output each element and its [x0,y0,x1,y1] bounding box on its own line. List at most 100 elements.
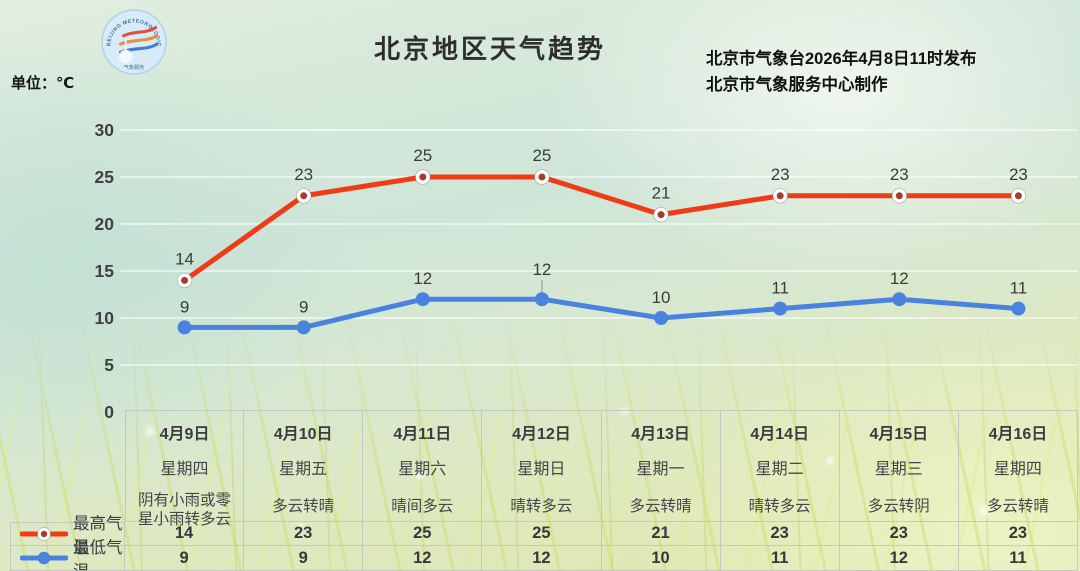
max-temp-value: 21 [651,524,670,542]
weather-label: 多云转晴 [629,497,692,515]
min-temp-marker [892,292,907,307]
max-temp-marker [891,188,908,204]
min-temp-value: 12 [532,548,551,567]
max-temp-marker [653,206,669,223]
y-tick-25: 25 [95,167,115,187]
table-corner-empty [10,410,125,522]
page-title: 北京地区天气趋势 [373,34,606,64]
day-info-cell: 4月14日星期二晴转多云 [720,410,840,522]
min-temp-marker [1011,301,1026,316]
max-temp-data-label: 23 [294,165,313,184]
legend-max-label: 最高气温 [73,515,123,557]
max-temp-marker-dot [776,192,784,200]
weekday-label: 星期三 [874,461,923,478]
min-temp-line [182,296,1021,330]
day-info-cell: 4月16日 星期四 多云转晴 [958,410,1078,522]
max-temp-marker-dot [1014,192,1022,200]
min-temp-value: 11 [770,548,789,567]
date-label: 4月14日 [750,426,810,443]
min-temp-marker [534,292,549,307]
max-temp-data-label: 25 [532,146,551,165]
max-temp-value-cell: 23 [244,522,364,546]
day-info-cell: 4月11日 星期六 晴间多云 [363,410,483,522]
max-temp-data-label: 14 [175,249,194,268]
max-temp-value: 25 [413,524,432,542]
max-temp-data-label: 21 [652,184,671,203]
min-temp-data-label: 11 [1010,279,1028,298]
meteorological-service-logo-icon: BEIJING METEOROLOGICAL SERVICE 气象服务 [101,9,167,75]
date-label: 4月12日 [512,426,571,443]
day-info-cell: 4月12日 星期日 晴转多云 [482,410,602,522]
release-line-1: 北京市气象台2026年4月8日11时发布 [706,50,977,68]
min-temp-value: 9 [298,548,308,567]
max-temp-value-cell: 23 [839,522,959,546]
date-label: 4月10日 [273,426,333,443]
date-label: 4月13日 [631,426,690,443]
max-temp-marker-dot [181,276,189,284]
y-tick-20: 20 [95,214,115,234]
weekday-label: 星期六 [398,461,447,478]
min-temp-marker [415,292,430,307]
min-temp-data-label: 12 [532,260,551,279]
release-line-2: 北京市气象服务中心制作 [706,76,888,94]
max-temp-value: 23 [889,524,908,542]
min-temp-data-label: 9 [299,297,308,316]
legend-min-label: 最低气温 [73,539,123,571]
y-tick-30: 30 [95,120,115,140]
legend-min-temp: 最低气温 [10,539,125,571]
max-temp-value-cell: 23 [720,522,840,546]
weather-label: 晴间多云 [391,497,454,515]
min-temp-marker [773,301,788,316]
min-temp-data-label: 12 [890,269,909,288]
max-temp-value-cell: 25 [482,522,602,546]
min-temp-data-label: 9 [180,297,189,316]
max-temp-value: 23 [294,524,313,542]
weather-label: 多云转阴 [867,497,930,515]
min-temp-value: 11 [1009,548,1027,567]
unit-label: 单位：℃ [11,75,75,92]
max-temp-data-label: 23 [1009,165,1028,184]
max-temp-line [182,174,1021,283]
max-temp-value: 25 [532,524,551,542]
weekday-label: 星期日 [517,461,566,478]
max-temp-value-cell: 25 [363,522,483,546]
max-temp-marker-dot [657,211,665,219]
legend-max-temp: 最高气温 [10,515,125,557]
max-temp-data-label: 23 [771,165,790,184]
max-temp-value-cell: 21 [601,522,721,546]
min-temp-line-icon [19,549,69,567]
date-label: 4月9日 [159,426,210,443]
min-temp-value-cell: 12 [839,546,959,571]
min-temp-data-label: 11 [771,279,789,298]
max-temp-marker-dot [538,173,546,181]
max-temp-marker-dot [419,173,427,181]
min-temp-data-label: 10 [652,288,671,307]
y-tick-15: 15 [95,261,115,281]
weather-label: 晴转多云 [748,497,811,515]
max-temp-marker [295,188,312,204]
min-temp-value: 9 [179,548,189,567]
weekday-label: 星期四 [160,461,209,478]
max-temp-marker [176,272,193,289]
max-temp-marker-dot [895,192,903,200]
y-tick-5: 5 [104,355,114,375]
day-info-cell: 4月15日 星期三 多云转阴 [839,410,959,522]
max-temp-value: 14 [174,524,194,542]
weekday-label: 星期二 [755,461,804,478]
min-temp-value: 12 [413,548,432,567]
max-temp-marker [415,169,431,185]
weekday-label: 星期五 [279,461,328,478]
max-temp-value: 23 [770,524,789,542]
weather-label: 阴有小雨或零 星小雨转多云 [138,492,232,528]
min-temp-value-cell: 10 [601,546,721,571]
max-temp-data-label: 23 [890,165,909,184]
min-temp-value-cell: 11 [958,546,1078,571]
min-temp-marker [654,311,669,325]
min-temp-value-cell: 9 [244,546,364,571]
max-temp-marker [534,169,550,185]
max-temp-value-cell: 14 [125,522,245,546]
release-info: 北京市气象台2026年4月8日11时发布 北京市气象服务中心制作 [706,46,977,98]
min-temp-value-cell: 12 [482,546,602,571]
min-temp-data-label: 12 [413,269,432,288]
min-temp-value-cell: 12 [363,546,483,571]
